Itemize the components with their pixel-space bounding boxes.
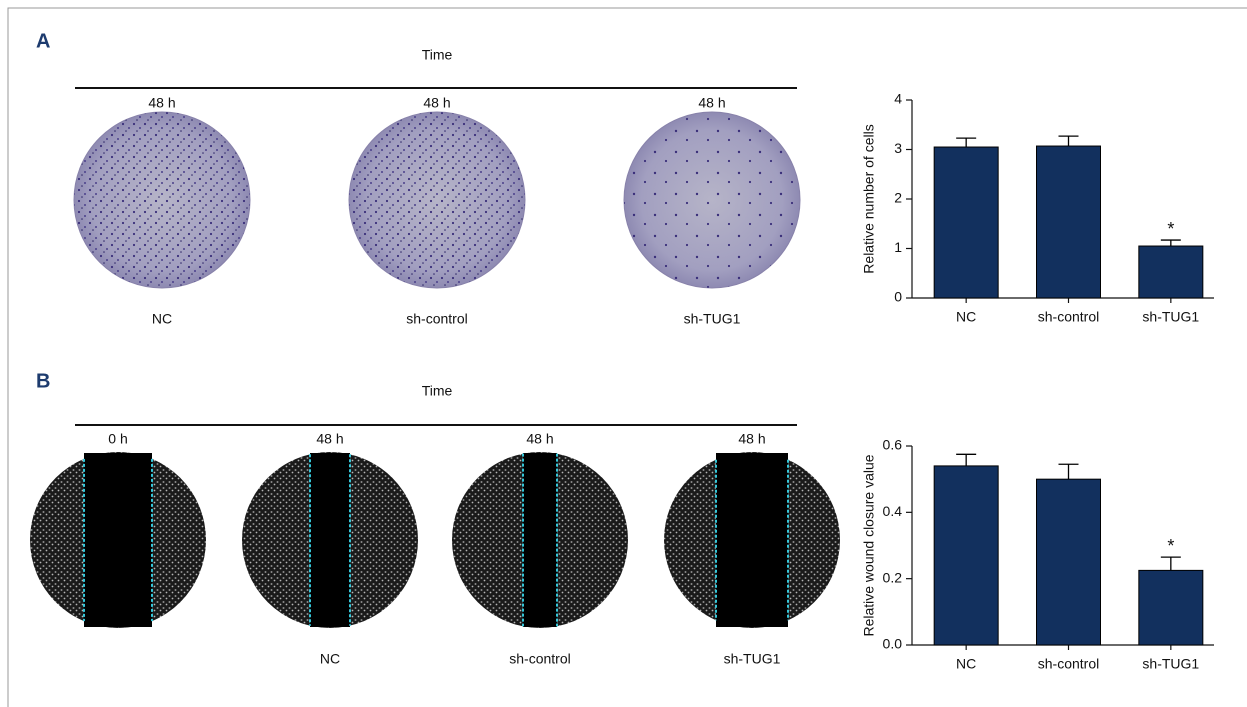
plate-time: 48 h [526, 431, 553, 447]
panel-label: B [36, 370, 50, 392]
significance: * [1167, 219, 1174, 239]
y-tick-label: 0.4 [883, 503, 903, 519]
plate-time: 48 h [738, 431, 765, 447]
bar [933, 465, 999, 646]
x-tick-label: sh-TUG1 [1142, 309, 1199, 325]
y-tick-label: 3 [894, 140, 902, 156]
x-tick-label: sh-control [1038, 656, 1099, 672]
plate-time: 0 h [108, 431, 127, 447]
bar [1138, 245, 1204, 299]
y-tick-label: 4 [894, 91, 902, 107]
x-tick-label: NC [956, 309, 976, 325]
plate-label: sh-control [509, 651, 570, 667]
bar [1036, 478, 1101, 646]
y-tick-label: 0.2 [883, 569, 903, 585]
colonies [624, 112, 800, 288]
time-label: Time [422, 47, 453, 63]
wound-gap [310, 453, 350, 627]
bar [1036, 145, 1101, 299]
colonies [349, 112, 525, 288]
bar [1138, 569, 1204, 646]
x-tick-label: NC [956, 656, 976, 672]
wound-gap [716, 453, 788, 627]
plate-label: sh-TUG1 [724, 651, 781, 667]
y-tick-label: 0.6 [883, 437, 903, 453]
bar [933, 146, 999, 299]
x-tick-label: sh-control [1038, 309, 1099, 325]
y-tick-label: 2 [894, 190, 902, 206]
wound-gap [84, 453, 152, 627]
plate-time: 48 h [698, 95, 725, 111]
plate-label: sh-TUG1 [684, 311, 741, 327]
panel-label: A [36, 30, 50, 52]
y-axis-label: Relative wound closure value [861, 454, 877, 636]
significance: * [1167, 536, 1174, 556]
colonies [74, 112, 250, 288]
y-tick-label: 0.0 [883, 636, 903, 652]
y-tick-label: 1 [894, 239, 902, 255]
plate-label: NC [152, 311, 172, 327]
y-axis-label: Relative number of cells [861, 124, 877, 273]
plate-label: NC [320, 651, 340, 667]
plate-time: 48 h [423, 95, 450, 111]
time-label: Time [422, 383, 453, 399]
x-tick-label: sh-TUG1 [1142, 656, 1199, 672]
plate-time: 48 h [316, 431, 343, 447]
wound-gap [523, 453, 557, 627]
plate-label: sh-control [406, 311, 467, 327]
frame [7, 7, 1247, 707]
y-tick-label: 0 [894, 289, 902, 305]
plate-time: 48 h [148, 95, 175, 111]
